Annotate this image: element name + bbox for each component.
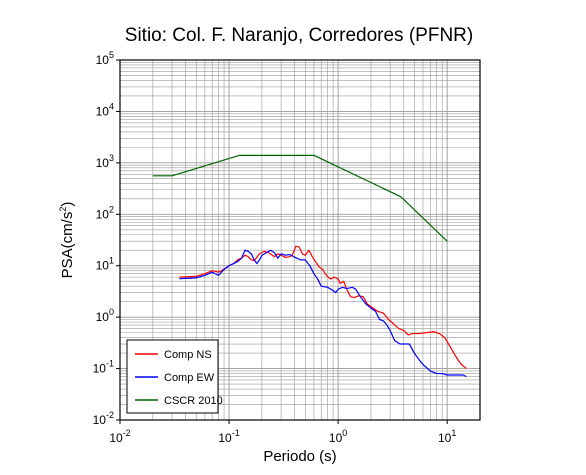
x-axis-label: Periodo (s) — [263, 448, 336, 465]
legend-label-2: Comp EW — [164, 372, 215, 384]
x-tick-base: 10 — [218, 431, 232, 445]
y-tick-label: 101 — [96, 256, 114, 273]
x-tick-label: 101 — [438, 428, 456, 445]
y-tick-base: 10 — [96, 310, 110, 324]
x-tick-label: 100 — [329, 428, 347, 445]
legend-label-1: Comp NS — [164, 349, 212, 361]
y-axis-label-tail: ) — [59, 202, 76, 207]
y-tick-exponent: 1 — [109, 256, 114, 266]
x-tick-exponent: -2 — [123, 428, 131, 438]
y-tick-base: 10 — [93, 413, 107, 427]
y-tick-exponent: -1 — [106, 359, 114, 369]
legend-label-3: CSCR 2010 — [164, 395, 223, 407]
x-tick-exponent: 1 — [451, 428, 456, 438]
y-tick-exponent: 0 — [109, 307, 114, 317]
x-tick-exponent: 0 — [342, 428, 347, 438]
y-tick-base: 10 — [96, 53, 110, 67]
y-tick-label: 103 — [96, 153, 114, 170]
y-tick-base: 10 — [96, 104, 110, 118]
y-tick-exponent: 3 — [109, 153, 114, 163]
legend: Comp NS Comp EW CSCR 2010 — [126, 339, 223, 414]
y-tick-base: 10 — [96, 259, 110, 273]
y-tick-label: 105 — [96, 50, 114, 67]
y-tick-label: 102 — [96, 204, 114, 221]
chart-title: Sitio: Col. F. Naranjo, Corredores (PFNR… — [125, 25, 473, 46]
y-tick-exponent: 2 — [109, 204, 114, 214]
x-tick-base: 10 — [329, 431, 343, 445]
y-tick-exponent: 4 — [109, 101, 114, 111]
data-series — [152, 154, 467, 378]
x-tick-label: 10-2 — [109, 428, 130, 445]
x-tick-labels: 10-2 10-1 100 101 — [109, 420, 456, 445]
plot-grid — [119, 59, 481, 421]
series-line-1 — [179, 245, 467, 370]
plot-frame — [119, 59, 481, 421]
x-tick-label: 10-1 — [218, 428, 239, 445]
y-tick-label: 10-2 — [93, 410, 114, 427]
x-tick-base: 10 — [438, 431, 452, 445]
y-tick-base: 10 — [96, 207, 110, 221]
series-line-3 — [152, 154, 448, 242]
x-tick-base: 10 — [109, 431, 123, 445]
y-axis-label: PSA(cm/s2) — [58, 202, 76, 279]
series-line-2 — [179, 249, 467, 378]
y-tick-exponent: 5 — [109, 50, 114, 60]
y-tick-exponent: -2 — [106, 410, 114, 420]
y-tick-base: 10 — [93, 362, 107, 376]
y-tick-label: 104 — [96, 101, 114, 118]
y-tick-base: 10 — [96, 156, 110, 170]
y-tick-label: 100 — [96, 307, 114, 324]
x-tick-exponent: -1 — [232, 428, 240, 438]
y-axis-label-sup: 2 — [58, 207, 68, 212]
y-tick-label: 10-1 — [93, 359, 114, 376]
y-axis-label-base: PSA(cm/s — [59, 212, 76, 279]
